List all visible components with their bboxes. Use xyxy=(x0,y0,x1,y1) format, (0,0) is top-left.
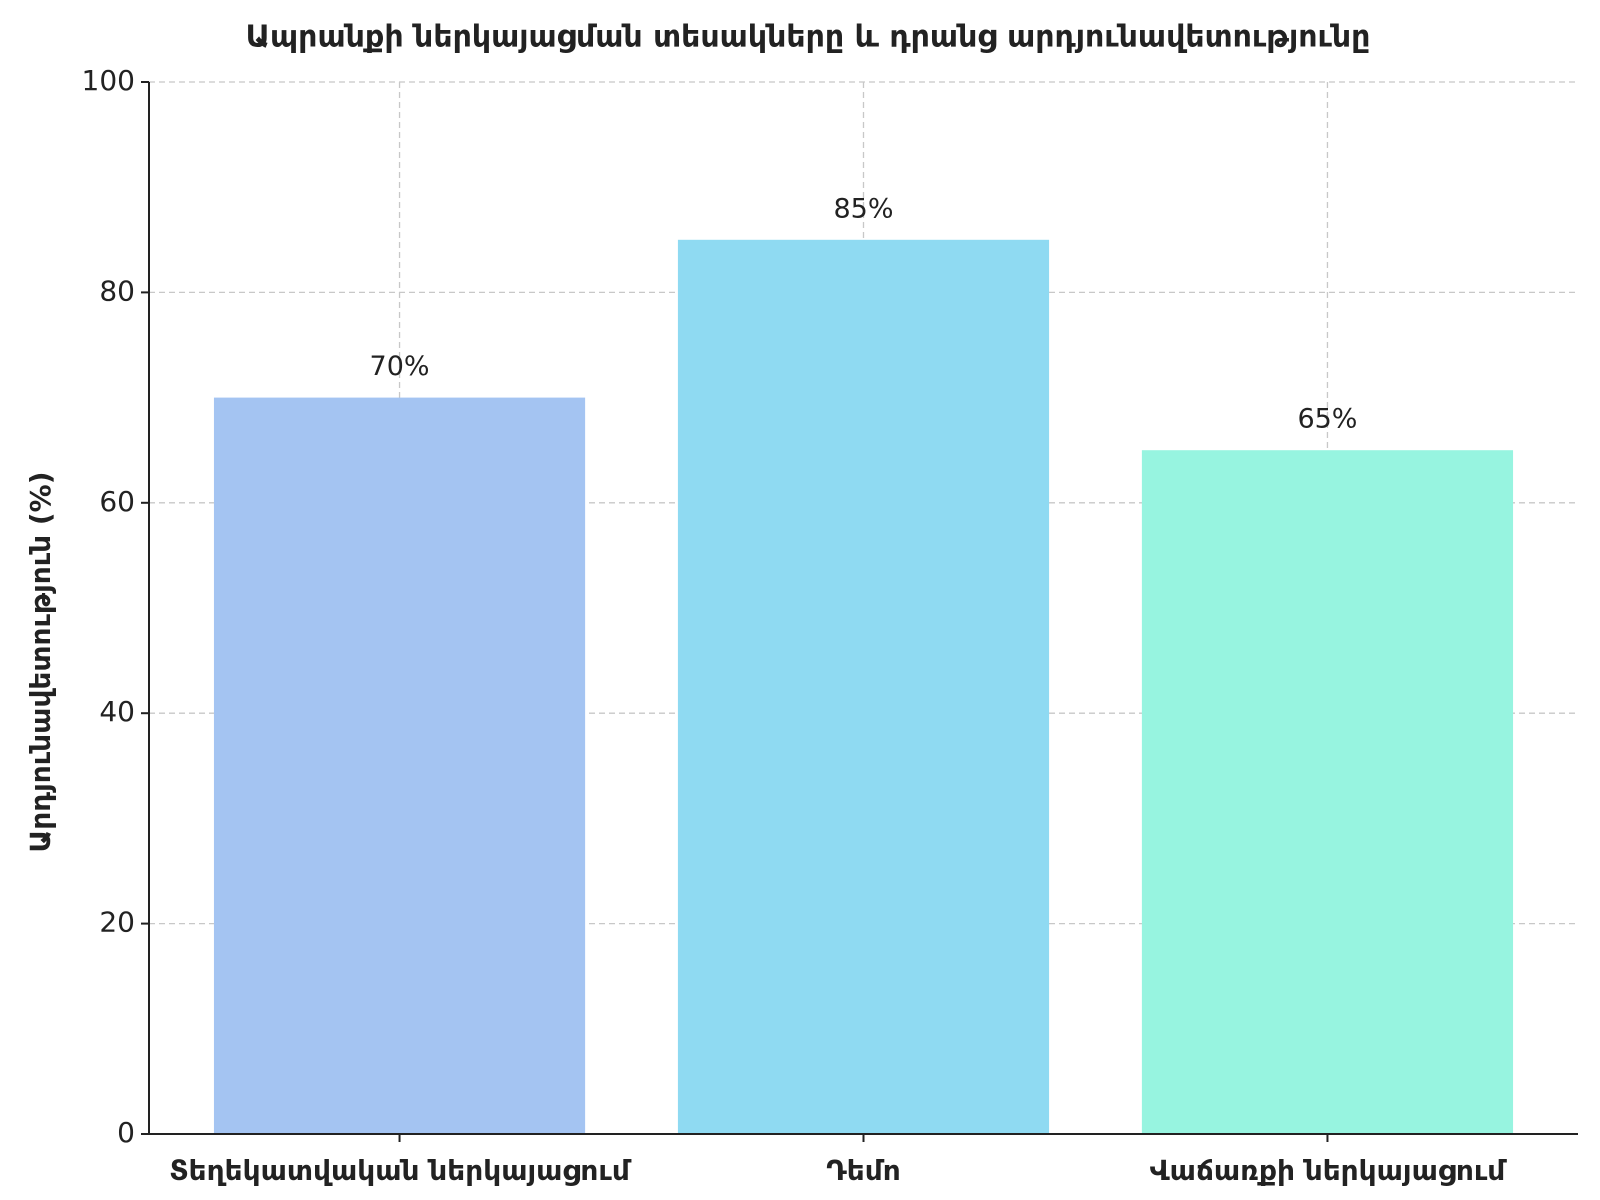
y-tick-label: 0 xyxy=(117,1116,135,1149)
bar xyxy=(213,397,586,1135)
y-tick-label: 100 xyxy=(82,64,135,97)
y-tick-label: 40 xyxy=(99,695,135,728)
x-tick-label: Վաճառքի ներկայացում xyxy=(1150,1154,1508,1187)
data-label: 65% xyxy=(1297,404,1357,435)
y-tick-label: 60 xyxy=(99,485,135,518)
y-axis-label: Արդյունավետություն (%) xyxy=(24,471,57,852)
chart-title: Ապրանքի ներկայացման տեսակները և դրանց ար… xyxy=(246,20,1371,55)
x-tick-label: Տեղեկատվական ներկայացում xyxy=(169,1154,632,1187)
x-tick-label: Դեմո xyxy=(826,1154,900,1187)
data-label: 70% xyxy=(370,351,430,382)
y-tick-label: 80 xyxy=(99,274,135,307)
data-label: 85% xyxy=(833,193,893,224)
bar xyxy=(1141,450,1514,1134)
y-tick-label: 20 xyxy=(99,906,135,939)
bar xyxy=(677,239,1050,1135)
